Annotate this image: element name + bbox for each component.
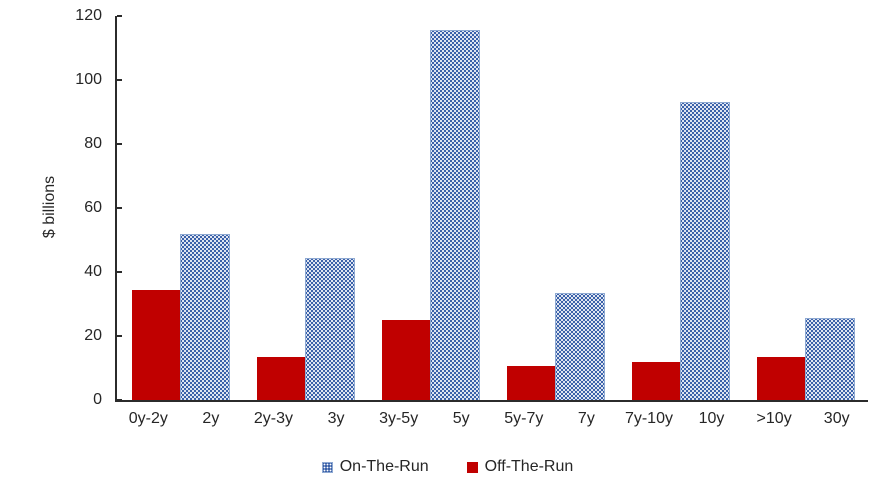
bar-10y xyxy=(680,102,731,400)
y-tick-label: 20 xyxy=(84,327,102,344)
y-tick-mark xyxy=(117,15,122,17)
y-axis-ticks-layer: 0 20 40 60 80 100 120 xyxy=(75,7,868,408)
x-category-label: 5y-7y xyxy=(504,410,544,427)
x-category-label: >10y xyxy=(756,410,792,427)
legend-item-on-the-run: On-The-Run xyxy=(321,458,429,476)
x-category-label: 2y-3y xyxy=(253,410,294,427)
bar-2y-3y xyxy=(256,356,305,400)
bar-2y xyxy=(179,233,230,400)
x-category-label: 3y-5y xyxy=(379,410,419,427)
y-tick-mark xyxy=(117,271,122,273)
off-the-run-swatch-icon xyxy=(466,461,478,473)
y-tick-mark xyxy=(117,79,122,81)
bar->10y xyxy=(757,356,806,400)
bar-30y xyxy=(805,318,856,400)
y-tick-label: 80 xyxy=(84,135,102,152)
y-tick-label: 120 xyxy=(75,7,102,24)
x-category-label: 7y xyxy=(577,410,595,427)
y-tick-label: 0 xyxy=(93,391,102,408)
legend-label-off-the-run: Off-The-Run xyxy=(484,458,574,475)
y-tick-label: 100 xyxy=(75,71,102,88)
y-tick-mark xyxy=(117,143,122,145)
bar-0y-2y xyxy=(131,289,180,400)
bar-7y-10y xyxy=(632,361,681,400)
x-category-label: 3y xyxy=(327,410,345,427)
plot-area: 0 20 40 60 80 100 120 0y-2y 2y 2y-3y 3y 3y-5y 5y 5y-… xyxy=(75,7,868,427)
legend-item-off-the-run: Off-The-Run xyxy=(466,458,574,476)
on-the-run-swatch-icon xyxy=(321,461,333,473)
x-category-label: 2y xyxy=(202,410,220,427)
bars-layer xyxy=(117,16,868,400)
bar-3y xyxy=(304,257,355,400)
x-category-label: 0y-2y xyxy=(128,410,168,427)
y-tick-label: 60 xyxy=(84,199,102,216)
x-axis-labels-layer: 0y-2y 2y 2y-3y 3y 3y-5y 5y 5y-7y 7y 7y-10y 10y >10… xyxy=(117,16,868,427)
legend: On-The-Run Off-The-Run xyxy=(0,458,895,476)
y-tick-mark xyxy=(117,207,122,209)
bar-7y xyxy=(555,292,606,400)
x-category-label: 30y xyxy=(823,410,850,427)
bar-3y-5y xyxy=(381,320,430,400)
legend-label-on-the-run: On-The-Run xyxy=(339,458,429,475)
x-category-label: 5y xyxy=(452,410,470,427)
bar-5y xyxy=(429,30,480,400)
y-tick-mark xyxy=(117,335,122,337)
x-category-label: 10y xyxy=(698,410,725,427)
bar-5y-7y xyxy=(507,366,556,400)
x-category-label: 7y-10y xyxy=(624,410,673,427)
y-tick-mark xyxy=(117,399,122,401)
y-tick-label: 40 xyxy=(84,263,102,280)
